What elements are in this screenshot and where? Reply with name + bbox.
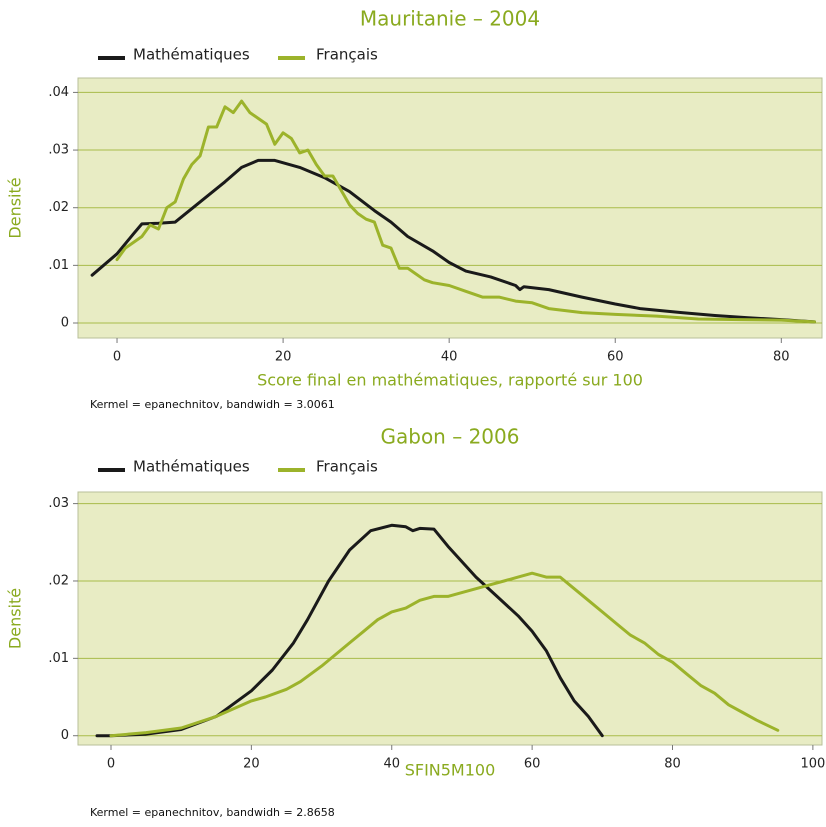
y-axis-label: Densité — [6, 588, 25, 649]
density-line — [109, 571, 780, 738]
y-tick-label: .01 — [48, 258, 69, 273]
plot-area — [77, 491, 823, 746]
x-tick-label: 20 — [243, 757, 260, 772]
x-tick-label: 40 — [383, 757, 400, 772]
y-tick-label: .02 — [48, 200, 69, 215]
density-line — [115, 99, 816, 324]
legend-label: Mathématiques — [133, 46, 250, 64]
y-tick-label: .04 — [48, 85, 69, 100]
x-axis-label: Score final en mathématiques, rapporté s… — [257, 371, 643, 390]
y-tick-label: .01 — [48, 651, 69, 666]
y-tick-label: .02 — [48, 573, 69, 588]
x-tick-label: 0 — [107, 757, 115, 772]
y-tick-label: .03 — [48, 496, 69, 511]
x-tick-label: 60 — [524, 757, 541, 772]
x-tick-label: 100 — [800, 757, 825, 772]
x-axis-label: SFIN5M100 — [405, 761, 496, 780]
legend-label: Mathématiques — [133, 458, 250, 476]
x-tick-label: 80 — [664, 757, 681, 772]
y-tick-label: .03 — [48, 143, 69, 158]
density-line — [90, 158, 816, 324]
x-tick-label: 0 — [113, 350, 121, 365]
chart-title: Mauritanie – 2004 — [360, 7, 540, 31]
chart-title: Gabon – 2006 — [381, 425, 520, 449]
x-tick-label: 60 — [607, 350, 624, 365]
note: Kermel = epanechnitov, bandwidh = 2.8658 — [90, 806, 335, 819]
x-tick-label: 20 — [275, 350, 292, 365]
y-axis-label: Densité — [6, 177, 25, 238]
legend-label: Français — [316, 46, 378, 64]
y-tick-label: 0 — [61, 316, 69, 331]
x-tick-label: 40 — [441, 350, 458, 365]
x-tick-label: 80 — [773, 350, 790, 365]
note: Kermel = epanechnitov, bandwidh = 3.0061 — [90, 398, 335, 411]
legend-label: Français — [316, 458, 378, 476]
y-tick-label: 0 — [61, 728, 69, 743]
density-line — [95, 523, 604, 738]
